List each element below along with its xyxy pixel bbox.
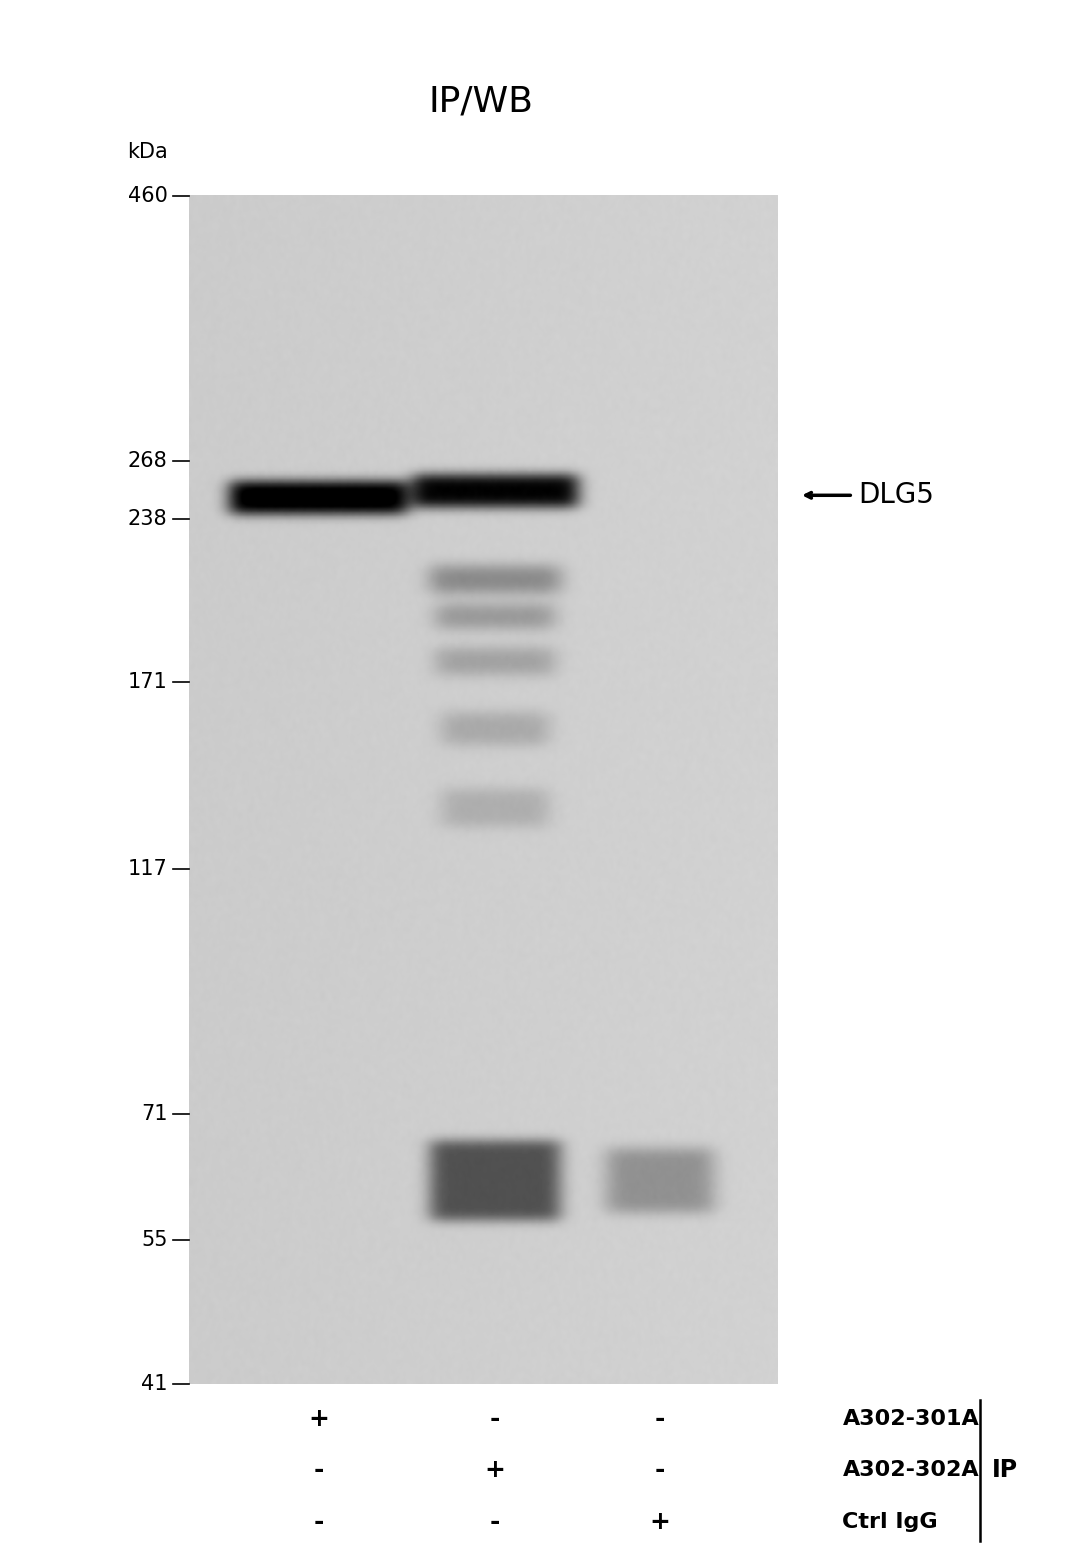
Text: -: - [654, 1458, 665, 1483]
Text: +: + [649, 1509, 671, 1534]
Text: Ctrl IgG: Ctrl IgG [842, 1512, 939, 1531]
Text: -: - [490, 1509, 500, 1534]
Text: 71: 71 [140, 1104, 167, 1125]
Text: 460: 460 [127, 186, 167, 205]
Text: kDa: kDa [126, 142, 167, 161]
Text: 268: 268 [127, 450, 167, 471]
Text: -: - [490, 1406, 500, 1431]
Text: A302-302A: A302-302A [842, 1461, 980, 1480]
Text: -: - [313, 1458, 324, 1483]
Text: 41: 41 [140, 1375, 167, 1394]
Text: +: + [308, 1406, 329, 1431]
Text: +: + [485, 1458, 505, 1483]
Text: 55: 55 [140, 1229, 167, 1250]
Text: 238: 238 [127, 510, 167, 530]
Text: IP/WB: IP/WB [428, 84, 534, 119]
Text: -: - [654, 1406, 665, 1431]
Text: 171: 171 [127, 673, 167, 691]
Text: DLG5: DLG5 [859, 482, 934, 510]
Text: 117: 117 [127, 859, 167, 879]
Text: IP: IP [991, 1458, 1017, 1483]
Text: A302-301A: A302-301A [842, 1409, 980, 1428]
Text: -: - [313, 1509, 324, 1534]
